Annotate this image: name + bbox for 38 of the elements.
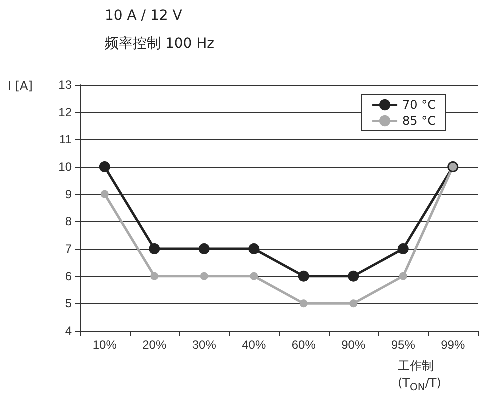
point [399, 272, 408, 280]
y-tick-label: 8 [65, 214, 72, 229]
point [150, 272, 159, 280]
point [198, 244, 210, 254]
point [248, 244, 260, 254]
point [250, 272, 258, 280]
y-axis-title: I [A] [8, 78, 33, 95]
x-tick-label: 60% [292, 338, 316, 352]
y-tick-label: 7 [65, 242, 72, 256]
point [200, 272, 208, 280]
y-tick-label: 10 [58, 160, 72, 174]
x-tick-label: 95% [391, 338, 416, 352]
x-tick-label: 10% [92, 338, 118, 352]
y-tick-label: 6 [65, 269, 72, 284]
chart-subtitle: 频率控制 100 Hz [105, 36, 214, 52]
y-tick-label: 9 [65, 187, 72, 202]
point [149, 244, 160, 254]
x-tick-label: 30% [192, 338, 217, 352]
y-tick-label: 5 [65, 296, 72, 311]
legend-label: 70 °C [402, 98, 436, 112]
y-tick-label: 12 [58, 105, 72, 120]
point [99, 162, 110, 172]
y-tick-label: 11 [60, 132, 72, 147]
x-axis-title: 工作制 (T$_{ON}$/T) [398, 358, 442, 396]
legend-label: 85 °C [402, 114, 436, 128]
point [348, 270, 360, 282]
x-tick-label: 90% [342, 338, 366, 352]
point [398, 244, 409, 254]
chart-title: 10 A / 12 V [105, 8, 183, 24]
point [300, 300, 308, 308]
x-tick-label: 99% [441, 338, 466, 352]
x-tick-label: 20% [142, 338, 167, 352]
y-tick-label: 13 [58, 78, 72, 92]
point [100, 190, 109, 198]
point [350, 300, 358, 308]
x-tick-label: 40% [242, 338, 266, 352]
y-tick-label: 4 [65, 324, 72, 338]
point [298, 270, 310, 282]
